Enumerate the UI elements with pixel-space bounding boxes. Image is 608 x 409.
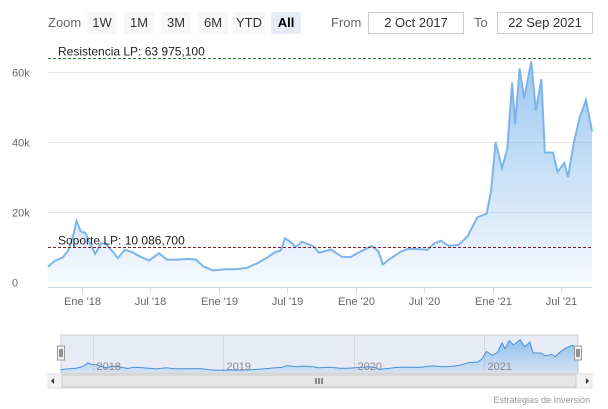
support-label: Soporte LP: 10 086,700 [58,234,185,248]
zoom-label: Zoom [48,15,82,30]
y-tick-label: 60k [12,68,30,80]
to-date-input[interactable]: 22 Sep 2021 [497,12,593,34]
from-label: From [331,15,362,30]
x-axis: Ene '18 Jul '18 Ene '19 Jul '19 Ene '20 Jul '… [64,288,577,308]
navigator-line [60,338,579,371]
navigator-year-label: 2021 [488,361,512,373]
y-tick-label: 20k [12,208,30,220]
zoom-3m-button[interactable]: 3M [161,12,191,34]
credits: Estrategias de Inversión [493,395,590,405]
scroll-right-arrow-icon[interactable] [586,378,589,384]
navigator-right-handle[interactable] [574,345,582,361]
zoom-1w-button[interactable]: 1W [87,12,117,34]
navigator-area [61,339,578,372]
y-axis: 0 20k 40k 60k [12,68,30,290]
navigator-year-label: 2018 [97,361,121,373]
scroll-left-arrow-icon[interactable] [51,378,54,384]
to-label: To [474,15,488,30]
zoom-6m-button[interactable]: 6M [198,12,228,34]
resistance-label: Resistencia LP: 63 975,100 [58,45,205,59]
x-tick-label: Jul '20 [409,296,440,308]
price-line [47,61,593,272]
zoom-ytd-button[interactable]: YTD [233,12,265,34]
range-selector: Zoom 1W 1M 3M 6M YTD All From 2 Oct 2017… [0,0,608,44]
navigator-year-label: 2020 [358,361,382,373]
x-tick-label: Jul '19 [272,296,303,308]
from-date-input[interactable]: 2 Oct 2017 [368,12,464,34]
navigator-year-labels: 2018 2019 2020 2021 [97,361,512,373]
zoom-all-button[interactable]: All [271,12,301,34]
x-tick-label: Jul '18 [135,296,166,308]
scrollbar[interactable] [47,373,593,389]
navigator-year-label: 2019 [227,361,251,373]
x-tick-label: Ene '18 [64,296,101,308]
price-area [48,61,592,282]
y-tick-label: 0 [12,278,18,290]
x-tick-label: Ene '19 [201,296,238,308]
navigator[interactable]: 2018 2019 2020 2021 [57,334,582,374]
navigator-left-handle[interactable] [57,345,65,361]
x-tick-label: Jul '21 [546,296,577,308]
zoom-1m-button[interactable]: 1M [124,12,154,34]
x-tick-label: Ene '21 [475,296,512,308]
x-tick-label: Ene '20 [338,296,375,308]
y-tick-label: 40k [12,138,30,150]
